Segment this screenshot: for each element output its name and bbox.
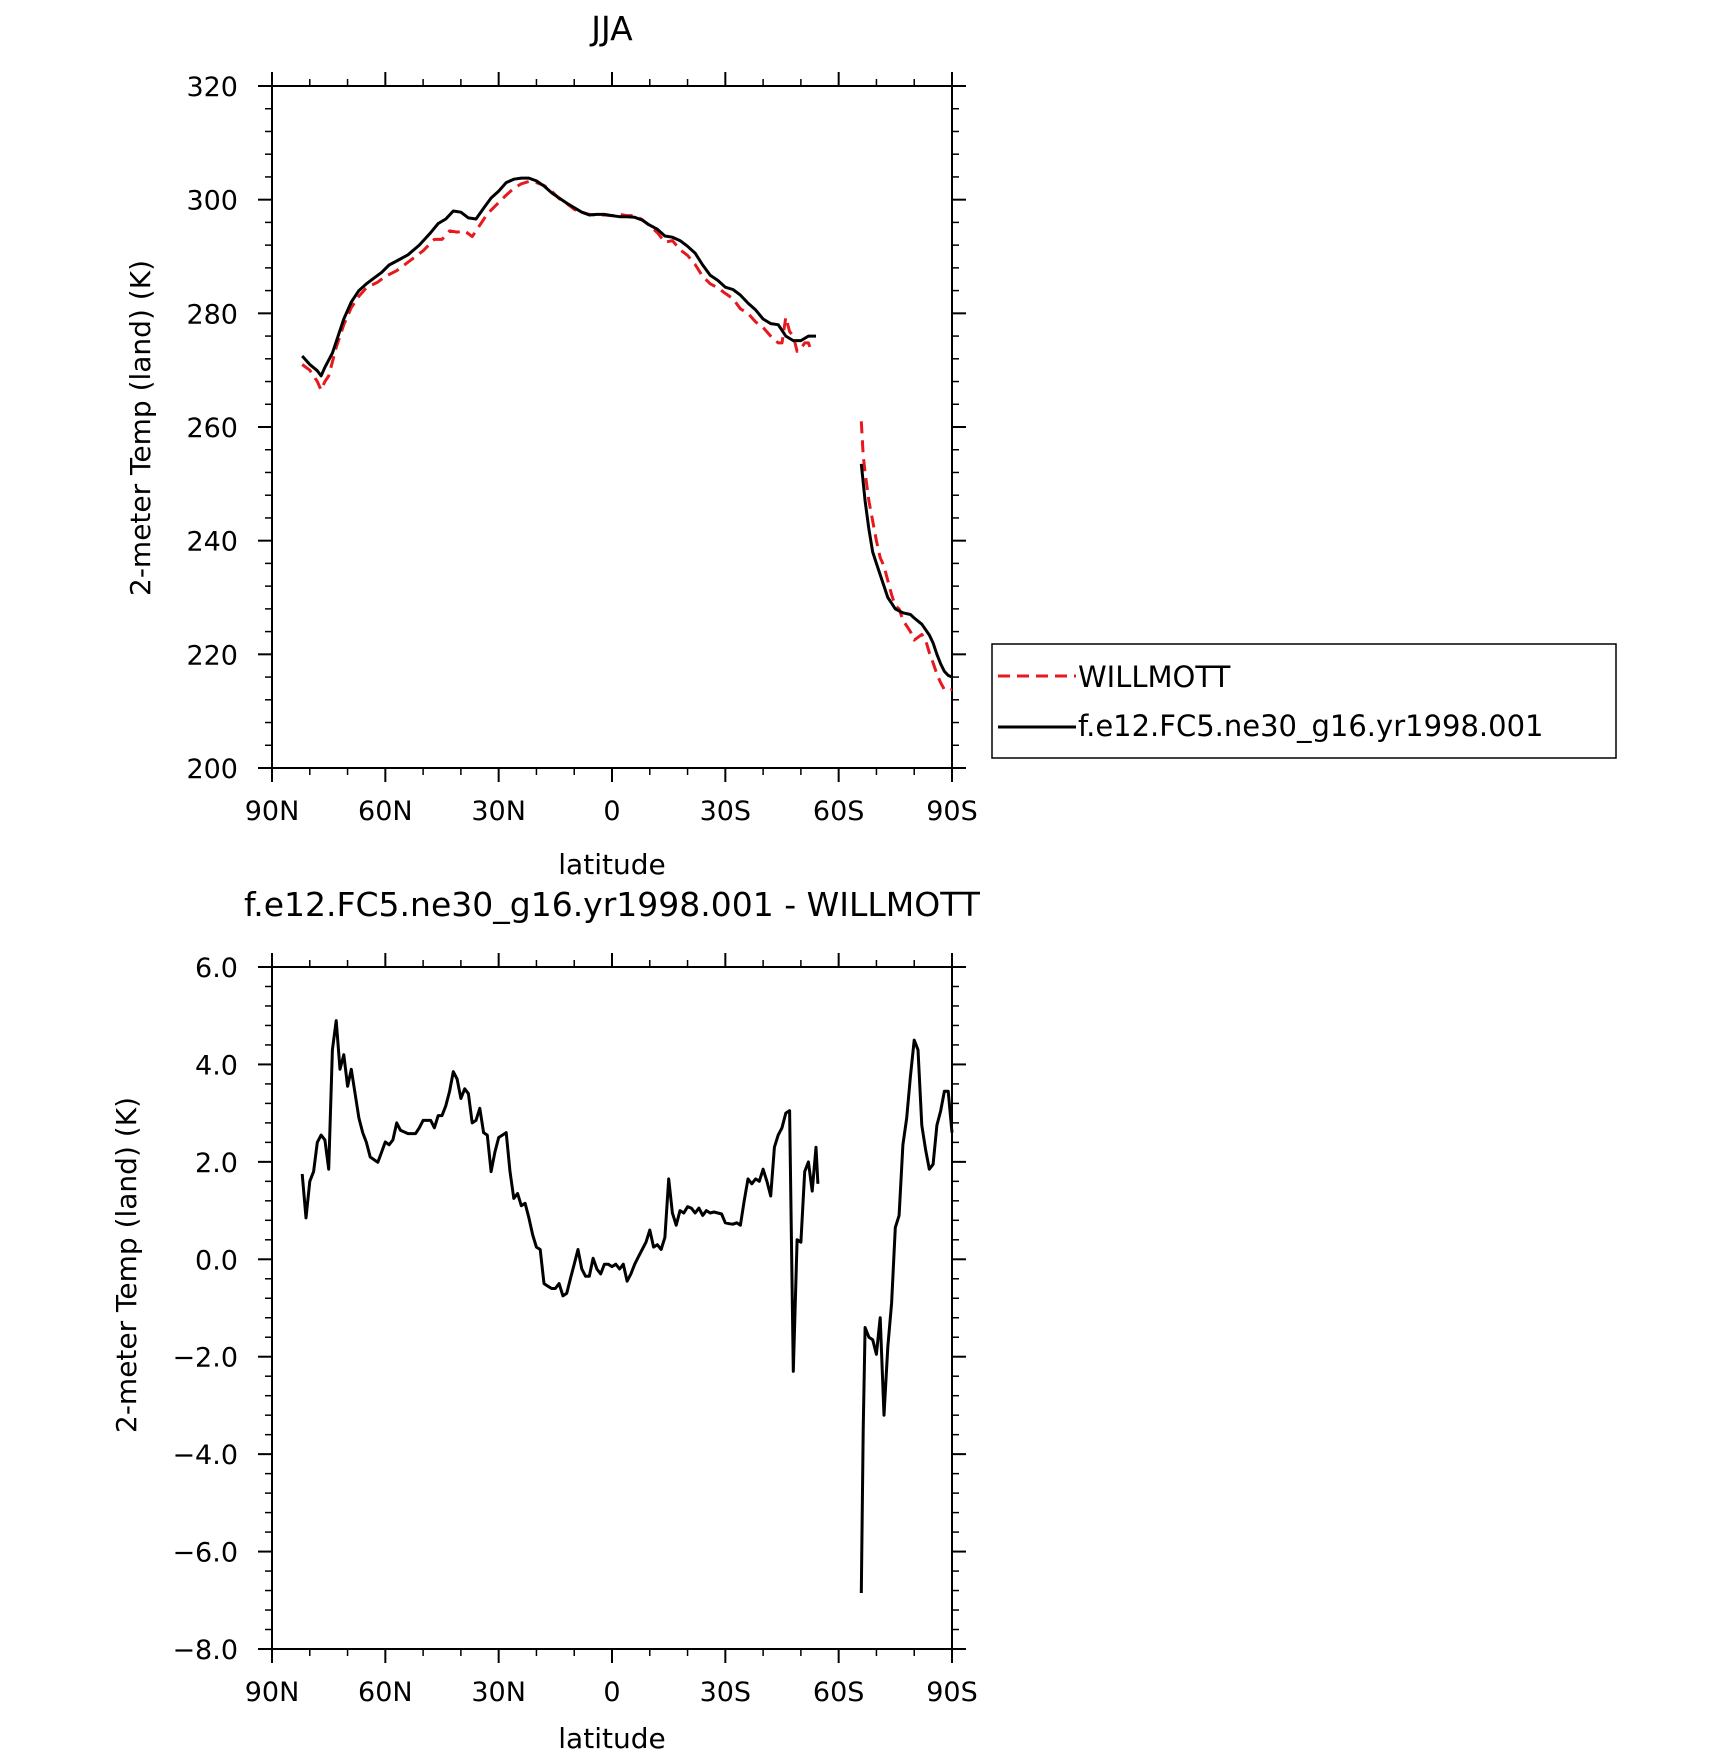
legend: WILLMOTT f.e12.FC5.ne30_g16.yr1998.001 xyxy=(991,643,1617,759)
bottom-y-tick-label: 4.0 xyxy=(195,1050,238,1081)
top-y-tick-label: 220 xyxy=(186,640,238,671)
bottom-x-tick-label: 30N xyxy=(471,1677,526,1708)
top-plot-frame xyxy=(271,85,953,769)
top-y-axis-title: 2-meter Temp (land) (K) xyxy=(124,260,157,596)
bottom-y-tick-label: 6.0 xyxy=(195,953,238,984)
top-x-tick-label: 90S xyxy=(926,796,978,827)
top-x-tick-label: 60N xyxy=(358,796,413,827)
top-x-tick-label: 60S xyxy=(813,796,865,827)
bottom-x-tick-label: 60S xyxy=(813,1677,865,1708)
top-series-willmott-line xyxy=(859,421,953,693)
top-y-tick-label: 240 xyxy=(186,527,238,558)
bottom-panel: f.e12.FC5.ne30_g16.yr1998.001 - WILLMOTT… xyxy=(110,885,981,1751)
bottom-x-tick-label: 60N xyxy=(358,1677,413,1708)
top-series-group xyxy=(301,176,953,693)
top-y-tick-label: 280 xyxy=(186,299,238,330)
bottom-series-group xyxy=(300,1019,954,1594)
top-axes: 90N 60N 30N 0 30S 60S 90S 200 220 240 260 280 300 320 xyxy=(186,72,978,827)
top-series-willmott-line xyxy=(301,180,814,392)
top-plot-title: JJA xyxy=(589,9,633,48)
bottom-y-tick-label: −6.0 xyxy=(172,1538,238,1569)
top-y-tick-label: 260 xyxy=(186,413,238,444)
legend-label-model: f.e12.FC5.ne30_g16.yr1998.001 xyxy=(1078,709,1544,743)
bottom-x-tick-label: 90N xyxy=(245,1677,300,1708)
top-series-model-line xyxy=(859,463,953,679)
bottom-x-axis-title: latitude xyxy=(558,1722,665,1751)
bottom-x-tick-label: 90S xyxy=(926,1677,978,1708)
top-x-tick-label: 30N xyxy=(471,796,526,827)
bottom-y-tick-label: −4.0 xyxy=(172,1440,238,1471)
bottom-plot-frame xyxy=(271,966,953,1650)
top-series-model-line xyxy=(301,176,816,378)
bottom-y-tick-label: −2.0 xyxy=(172,1343,238,1374)
top-x-tick-label: 90N xyxy=(245,796,300,827)
top-y-tick-label: 300 xyxy=(186,186,238,217)
top-y-tick-label: 200 xyxy=(186,754,238,785)
bottom-y-tick-label: −8.0 xyxy=(172,1635,238,1666)
bottom-axes: 90N 60N 30N 0 30S 60S 90S −8.0 −6.0 −4.0 −2.0 0.0 2.… xyxy=(172,953,978,1708)
top-x-tick-label: 0 xyxy=(603,796,620,827)
bottom-series-difference-line xyxy=(300,1019,820,1373)
bottom-series-difference-line xyxy=(859,1038,954,1594)
legend-label-willmott: WILLMOTT xyxy=(1078,660,1231,694)
bottom-y-axis-title: 2-meter Temp (land) (K) xyxy=(110,1097,143,1433)
bottom-y-tick-label: 2.0 xyxy=(195,1148,238,1179)
bottom-x-tick-label: 0 xyxy=(603,1677,620,1708)
top-y-tick-label: 320 xyxy=(186,72,238,103)
bottom-x-tick-label: 30S xyxy=(700,1677,752,1708)
top-panel: JJA 90N 60N 30N 0 30S 60S 90S 200 220 240 260 280 30… xyxy=(124,9,1617,881)
bottom-plot-title: f.e12.FC5.ne30_g16.yr1998.001 - WILLMOTT xyxy=(244,885,981,924)
legend-box xyxy=(991,643,1617,759)
bottom-y-tick-label: 0.0 xyxy=(195,1245,238,1276)
top-x-tick-label: 30S xyxy=(700,796,752,827)
top-x-axis-title: latitude xyxy=(558,848,665,881)
